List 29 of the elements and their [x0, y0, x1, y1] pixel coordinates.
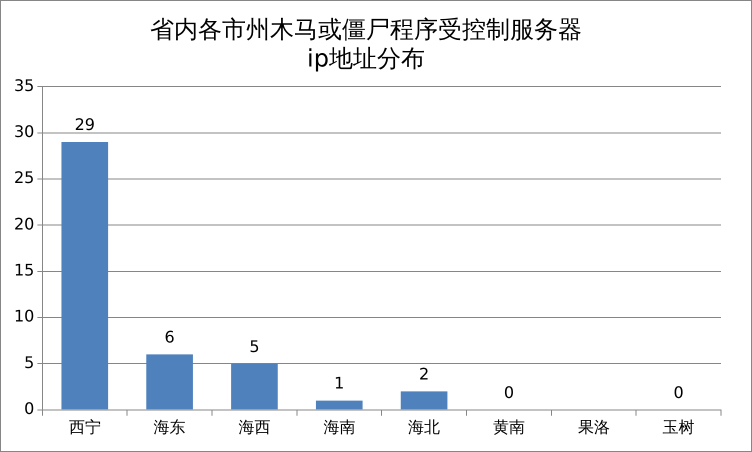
chart-title: 省内各市州木马或僵尸程序受控制服务器 ip地址分布 — [150, 16, 582, 72]
y-tick-label: 10 — [14, 306, 34, 326]
x-tick-label: 果洛 — [578, 418, 610, 437]
data-label: 0 — [673, 382, 684, 402]
bar — [231, 364, 278, 410]
y-tick-label: 25 — [14, 168, 34, 188]
data-label: 5 — [249, 336, 260, 356]
y-tick-label: 5 — [24, 352, 34, 372]
y-tick-label: 0 — [24, 398, 34, 418]
y-tick-label: 20 — [14, 214, 34, 234]
bar — [316, 400, 363, 410]
x-tick-label: 海南 — [323, 418, 356, 437]
x-tick-label: 海北 — [408, 418, 440, 437]
bar — [400, 391, 448, 410]
x-tick-label: 玉树 — [662, 418, 695, 437]
data-label: 1 — [334, 374, 344, 393]
data-label: 2 — [419, 364, 430, 384]
x-tick-label: 海东 — [154, 418, 186, 437]
x-tick-label: 西宁 — [68, 418, 101, 437]
data-label: 0 — [504, 382, 514, 402]
y-tick-label: 15 — [14, 260, 34, 280]
x-tick-label: 黄南 — [492, 418, 525, 437]
bar — [146, 354, 193, 410]
data-label: 29 — [74, 115, 95, 134]
y-tick-label: 35 — [14, 76, 34, 95]
data-label: 6 — [164, 328, 175, 347]
y-tick-label: 30 — [14, 122, 34, 141]
x-tick-label: 海西 — [238, 418, 270, 437]
bar — [61, 142, 108, 410]
